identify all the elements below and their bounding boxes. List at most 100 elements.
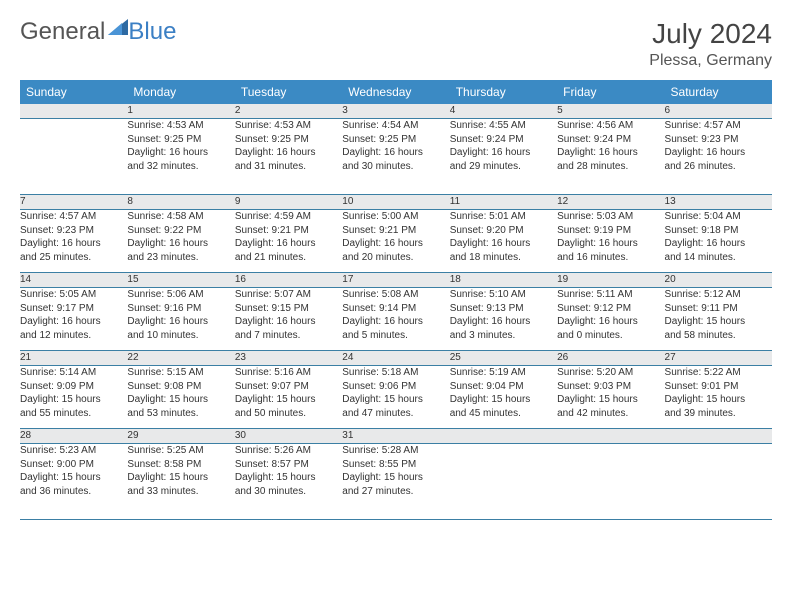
content-row: Sunrise: 4:53 AMSunset: 9:25 PMDaylight:…: [20, 119, 772, 195]
location-label: Plessa, Germany: [649, 52, 772, 70]
daylight-text: Daylight: 15 hours: [20, 471, 127, 485]
daylight-text: Daylight: 16 hours: [342, 237, 449, 251]
daylight-text: and 23 minutes.: [127, 251, 234, 265]
sunset-text: Sunset: 9:08 PM: [127, 380, 234, 394]
daylight-text: and 42 minutes.: [557, 407, 664, 421]
day-number: 20: [665, 273, 772, 288]
day-number: 26: [557, 351, 664, 366]
weekday-header: Sunday: [20, 80, 127, 104]
sunrise-text: Sunrise: 5:04 AM: [665, 210, 772, 224]
daylight-text: and 14 minutes.: [665, 251, 772, 265]
sunset-text: Sunset: 9:06 PM: [342, 380, 449, 394]
daylight-text: Daylight: 15 hours: [235, 393, 342, 407]
daynum-row: 21222324252627: [20, 351, 772, 366]
daylight-text: Daylight: 16 hours: [235, 315, 342, 329]
day-cell: Sunrise: 5:00 AMSunset: 9:21 PMDaylight:…: [342, 210, 449, 273]
day-number: 14: [20, 273, 127, 288]
sunset-text: Sunset: 9:04 PM: [450, 380, 557, 394]
daylight-text: Daylight: 16 hours: [450, 146, 557, 160]
sunset-text: Sunset: 9:07 PM: [235, 380, 342, 394]
sunrise-text: Sunrise: 5:12 AM: [665, 288, 772, 302]
daylight-text: and 30 minutes.: [342, 160, 449, 174]
sunrise-text: Sunrise: 5:11 AM: [557, 288, 664, 302]
daynum-row: 14151617181920: [20, 273, 772, 288]
sunset-text: Sunset: 9:23 PM: [665, 133, 772, 147]
title-block: July 2024 Plessa, Germany: [649, 18, 772, 70]
header: General Blue July 2024 Plessa, Germany: [20, 18, 772, 70]
weekday-header: Thursday: [450, 80, 557, 104]
day-cell: [665, 444, 772, 520]
daylight-text: and 58 minutes.: [665, 329, 772, 343]
sunrise-text: Sunrise: 5:26 AM: [235, 444, 342, 458]
sunrise-text: Sunrise: 5:07 AM: [235, 288, 342, 302]
sunrise-text: Sunrise: 5:19 AM: [450, 366, 557, 380]
daylight-text: Daylight: 16 hours: [342, 146, 449, 160]
daylight-text: Daylight: 16 hours: [127, 146, 234, 160]
sunset-text: Sunset: 9:09 PM: [20, 380, 127, 394]
sunrise-text: Sunrise: 4:57 AM: [20, 210, 127, 224]
sunrise-text: Sunrise: 4:54 AM: [342, 119, 449, 133]
daylight-text: Daylight: 15 hours: [127, 471, 234, 485]
day-cell: Sunrise: 5:16 AMSunset: 9:07 PMDaylight:…: [235, 366, 342, 429]
sunset-text: Sunset: 9:22 PM: [127, 224, 234, 238]
day-cell: [557, 444, 664, 520]
daylight-text: Daylight: 15 hours: [342, 471, 449, 485]
day-cell: Sunrise: 5:08 AMSunset: 9:14 PMDaylight:…: [342, 288, 449, 351]
day-number: 16: [235, 273, 342, 288]
sunset-text: Sunset: 8:58 PM: [127, 458, 234, 472]
daylight-text: Daylight: 15 hours: [342, 393, 449, 407]
sunset-text: Sunset: 9:01 PM: [665, 380, 772, 394]
day-number: 27: [665, 351, 772, 366]
sunset-text: Sunset: 9:18 PM: [665, 224, 772, 238]
day-number: 12: [557, 195, 664, 210]
sunset-text: Sunset: 9:16 PM: [127, 302, 234, 316]
sunset-text: Sunset: 9:24 PM: [450, 133, 557, 147]
daylight-text: Daylight: 16 hours: [127, 315, 234, 329]
weekday-header: Tuesday: [235, 80, 342, 104]
day-cell: Sunrise: 5:20 AMSunset: 9:03 PMDaylight:…: [557, 366, 664, 429]
day-cell: Sunrise: 4:57 AMSunset: 9:23 PMDaylight:…: [665, 119, 772, 195]
daylight-text: Daylight: 16 hours: [450, 237, 557, 251]
day-cell: Sunrise: 5:18 AMSunset: 9:06 PMDaylight:…: [342, 366, 449, 429]
weekday-header: Friday: [557, 80, 664, 104]
daylight-text: and 29 minutes.: [450, 160, 557, 174]
day-number: [450, 429, 557, 444]
sunset-text: Sunset: 9:21 PM: [342, 224, 449, 238]
sunrise-text: Sunrise: 5:01 AM: [450, 210, 557, 224]
brand-part1: General: [20, 18, 105, 46]
day-number: 7: [20, 195, 127, 210]
day-number: [665, 429, 772, 444]
day-cell: [450, 444, 557, 520]
day-number: 24: [342, 351, 449, 366]
day-number: 23: [235, 351, 342, 366]
day-number: 29: [127, 429, 234, 444]
daylight-text: Daylight: 16 hours: [235, 237, 342, 251]
daylight-text: and 12 minutes.: [20, 329, 127, 343]
sunset-text: Sunset: 9:25 PM: [127, 133, 234, 147]
content-row: Sunrise: 4:57 AMSunset: 9:23 PMDaylight:…: [20, 210, 772, 273]
daylight-text: Daylight: 16 hours: [665, 237, 772, 251]
daylight-text: Daylight: 15 hours: [450, 393, 557, 407]
day-number: 30: [235, 429, 342, 444]
daylight-text: and 27 minutes.: [342, 485, 449, 499]
day-cell: Sunrise: 4:53 AMSunset: 9:25 PMDaylight:…: [127, 119, 234, 195]
sunset-text: Sunset: 9:15 PM: [235, 302, 342, 316]
calendar-header: SundayMondayTuesdayWednesdayThursdayFrid…: [20, 80, 772, 104]
sunset-text: Sunset: 9:21 PM: [235, 224, 342, 238]
day-number: 21: [20, 351, 127, 366]
daylight-text: and 16 minutes.: [557, 251, 664, 265]
weekday-header: Wednesday: [342, 80, 449, 104]
sunset-text: Sunset: 9:19 PM: [557, 224, 664, 238]
daylight-text: and 45 minutes.: [450, 407, 557, 421]
daynum-row: 28293031: [20, 429, 772, 444]
day-cell: Sunrise: 4:58 AMSunset: 9:22 PMDaylight:…: [127, 210, 234, 273]
day-cell: Sunrise: 5:19 AMSunset: 9:04 PMDaylight:…: [450, 366, 557, 429]
daylight-text: and 28 minutes.: [557, 160, 664, 174]
sunrise-text: Sunrise: 4:55 AM: [450, 119, 557, 133]
weekday-header: Saturday: [665, 80, 772, 104]
sunset-text: Sunset: 9:14 PM: [342, 302, 449, 316]
sunrise-text: Sunrise: 4:58 AM: [127, 210, 234, 224]
daylight-text: and 5 minutes.: [342, 329, 449, 343]
day-number: 6: [665, 104, 772, 119]
day-number: 11: [450, 195, 557, 210]
